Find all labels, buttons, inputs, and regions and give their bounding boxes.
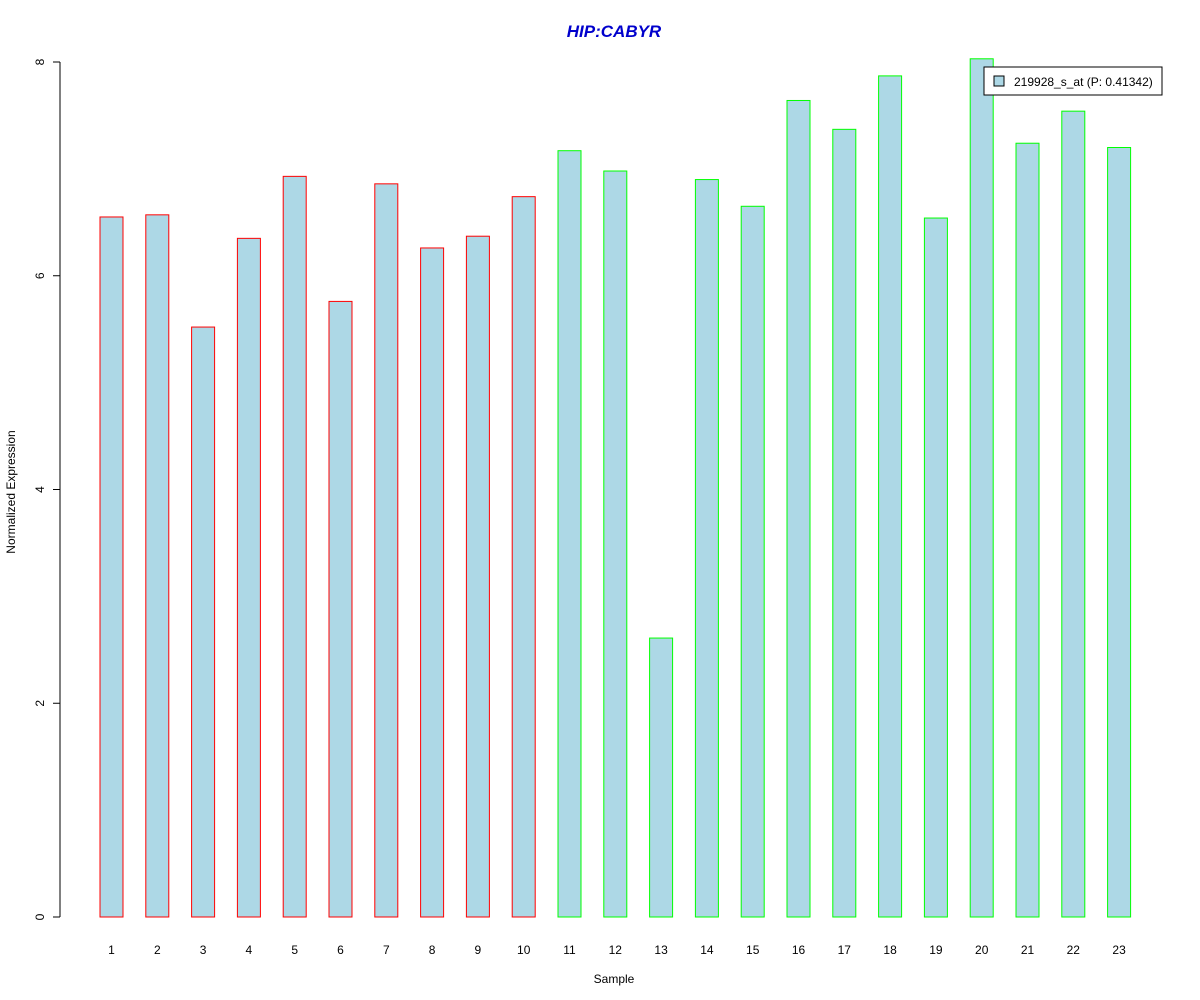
bar-sample-23: [1107, 147, 1132, 918]
x-tick-label: 2: [154, 943, 161, 957]
bar-sample-5: [282, 175, 307, 918]
bar-sample-1: [99, 216, 124, 918]
x-tick-label: 5: [291, 943, 298, 957]
x-tick-label: 1: [108, 943, 115, 957]
bar-sample-12: [603, 170, 628, 918]
bar-sample-9: [465, 235, 490, 918]
y-tick-label: 8: [33, 58, 47, 65]
bar-sample-21: [1015, 142, 1040, 918]
bar-sample-10: [511, 196, 536, 918]
bar-sample-6: [328, 300, 353, 918]
y-axis-label: Normalized Expression: [4, 430, 18, 553]
bar-sample-14: [694, 179, 719, 918]
x-tick-labels: 1 2 3 4 5 6 7 8 9 10 11 12 13 14 15 16 17 18 19 20 21 22 23: [108, 943, 1126, 957]
legend-label: 219928_s_at (P: 0.41342): [1014, 75, 1153, 89]
bar-sample-13: [649, 637, 674, 918]
x-tick-label: 19: [929, 943, 943, 957]
legend-swatch: [993, 75, 1005, 87]
bar-sample-22: [1061, 110, 1086, 918]
chart-title: HIP:CABYR: [567, 22, 662, 41]
x-tick-label: 12: [609, 943, 623, 957]
bars: [99, 58, 1132, 918]
bar-sample-8: [420, 247, 445, 918]
x-axis-label: Sample: [594, 972, 635, 986]
bar-sample-2: [145, 214, 170, 918]
bar-sample-16: [786, 99, 811, 918]
x-tick-label: 3: [200, 943, 207, 957]
y-tick-label: 4: [33, 486, 47, 493]
x-tick-label: 7: [383, 943, 390, 957]
bar-sample-20: [969, 58, 994, 918]
x-tick-label: 13: [654, 943, 668, 957]
bar-sample-11: [557, 150, 582, 918]
x-tick-label: 22: [1067, 943, 1081, 957]
legend-box: [983, 66, 1163, 96]
x-tick-label: 8: [429, 943, 436, 957]
y-axis-ticks: 0 2 4 6 8: [33, 58, 60, 920]
bar-sample-7: [374, 183, 399, 918]
x-tick-label: 20: [975, 943, 989, 957]
x-tick-label: 11: [563, 943, 576, 957]
y-tick-label: 2: [33, 700, 47, 707]
y-tick-label: 6: [33, 272, 47, 279]
x-tick-label: 9: [475, 943, 482, 957]
bar-sample-15: [740, 205, 765, 918]
x-tick-label: 21: [1021, 943, 1035, 957]
bar-sample-3: [191, 326, 216, 918]
bar-sample-4: [236, 237, 261, 918]
x-tick-label: 16: [792, 943, 806, 957]
y-tick-label: 0: [33, 913, 47, 920]
x-tick-label: 4: [246, 943, 253, 957]
x-tick-label: 17: [838, 943, 852, 957]
x-tick-label: 6: [337, 943, 344, 957]
x-tick-label: 23: [1112, 943, 1126, 957]
bar-sample-19: [923, 217, 948, 918]
x-tick-label: 18: [883, 943, 897, 957]
legend: 219928_s_at (P: 0.41342): [983, 66, 1163, 96]
bar-sample-17: [832, 128, 857, 918]
x-tick-label: 14: [700, 943, 714, 957]
x-tick-label: 10: [517, 943, 531, 957]
bar-sample-18: [878, 75, 903, 918]
x-tick-label: 15: [746, 943, 760, 957]
